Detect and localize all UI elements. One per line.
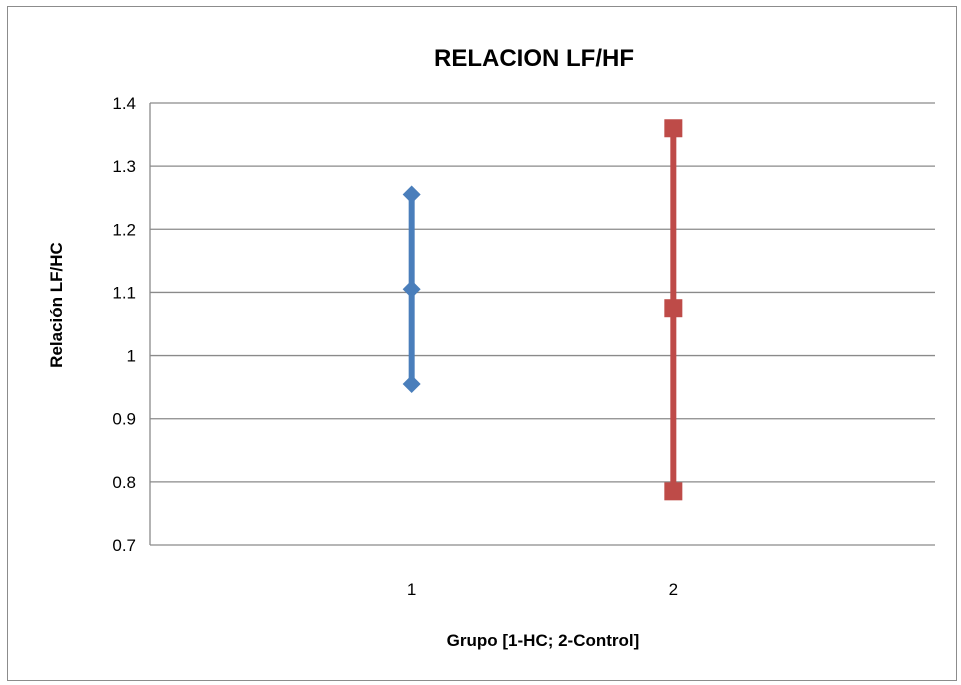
y-tick-label: 1.2 [112,220,136,239]
y-tick-label: 0.8 [112,473,136,492]
y-tick-labels: 1.4 1.3 1.2 1.1 1 0.9 0.8 0.7 [112,94,136,555]
chart-frame [7,6,957,681]
y-tick-label: 1.1 [112,283,136,302]
y-tick-label: 0.7 [112,536,136,555]
gridlines [149,102,935,546]
y-tick-label: 1.3 [112,157,136,176]
y-tick-label: 1.4 [112,94,136,113]
marker-low-point [664,482,683,501]
error-bars [402,119,683,501]
marker-mean-point [402,280,421,299]
marker-low-point [402,374,421,393]
chart-title: RELACION LF/HF [434,45,634,72]
x-axis-title: Grupo [1-HC; 2-Control] [447,631,640,650]
x-tick-label: 1 [407,580,416,599]
y-tick-label: 1 [127,347,136,366]
y-tick-label: 0.9 [112,410,136,429]
x-tick-label: 2 [669,580,678,599]
marker-mean-point [664,299,683,318]
y-axis-title: Relación LF/HC [47,242,66,368]
marker-high-point [402,185,421,204]
marker-high-point [664,119,683,138]
